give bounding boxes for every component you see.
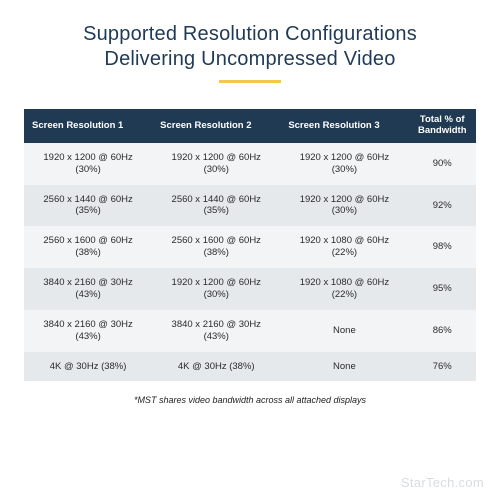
cell-bandwidth: 98% [408,226,476,268]
title-line-2: Delivering Uncompressed Video [0,47,500,72]
cell-screen1: 1920 x 1200 @ 60Hz(30%) [24,143,152,185]
col-header-bandwidth-l1: Total % of [420,114,465,125]
table-row: 2560 x 1600 @ 60Hz(38%) 2560 x 1600 @ 60… [24,226,476,268]
table-row: 2560 x 1440 @ 60Hz(35%) 2560 x 1440 @ 60… [24,185,476,227]
cell-screen2: 3840 x 2160 @ 30Hz(43%) [152,310,280,352]
resolution-table: Screen Resolution 1 Screen Resolution 2 … [24,109,476,381]
cell-bandwidth: 76% [408,352,476,382]
cell-screen1: 4K @ 30Hz (38%) [24,352,152,382]
cell-screen3: 1920 x 1200 @ 60Hz(30%) [280,185,408,227]
table-body: 1920 x 1200 @ 60Hz(30%) 1920 x 1200 @ 60… [24,143,476,382]
cell-screen2: 2560 x 1440 @ 60Hz(35%) [152,185,280,227]
cell-screen3: None [280,310,408,352]
footnote: *MST shares video bandwidth across all a… [24,395,476,405]
cell-bandwidth: 86% [408,310,476,352]
title-block: Supported Resolution Configurations Deli… [0,0,500,83]
cell-screen2: 4K @ 30Hz (38%) [152,352,280,382]
cell-screen1: 2560 x 1600 @ 60Hz(38%) [24,226,152,268]
cell-bandwidth: 95% [408,268,476,310]
title-line-1: Supported Resolution Configurations [0,22,500,47]
col-header-bandwidth-l2: Bandwidth [418,125,467,136]
brand-watermark: StarTech.com [401,475,484,490]
col-header-screen2: Screen Resolution 2 [152,109,280,143]
cell-screen3: None [280,352,408,382]
resolution-table-wrap: Screen Resolution 1 Screen Resolution 2 … [24,109,476,405]
cell-screen2: 1920 x 1200 @ 60Hz(30%) [152,268,280,310]
col-header-bandwidth: Total % of Bandwidth [408,109,476,143]
cell-screen1: 3840 x 2160 @ 30Hz(43%) [24,310,152,352]
table-header-row: Screen Resolution 1 Screen Resolution 2 … [24,109,476,143]
cell-screen1: 2560 x 1440 @ 60Hz(35%) [24,185,152,227]
cell-screen1: 3840 x 2160 @ 30Hz(43%) [24,268,152,310]
cell-bandwidth: 90% [408,143,476,185]
table-row: 3840 x 2160 @ 30Hz(43%) 3840 x 2160 @ 30… [24,310,476,352]
cell-screen3: 1920 x 1080 @ 60Hz(22%) [280,226,408,268]
col-header-screen1: Screen Resolution 1 [24,109,152,143]
cell-screen3: 1920 x 1200 @ 60Hz(30%) [280,143,408,185]
cell-screen2: 2560 x 1600 @ 60Hz(38%) [152,226,280,268]
cell-screen2: 1920 x 1200 @ 60Hz(30%) [152,143,280,185]
table-row: 4K @ 30Hz (38%) 4K @ 30Hz (38%) None 76% [24,352,476,382]
cell-screen3: 1920 x 1080 @ 60Hz(22%) [280,268,408,310]
cell-bandwidth: 92% [408,185,476,227]
col-header-screen3: Screen Resolution 3 [280,109,408,143]
table-row: 1920 x 1200 @ 60Hz(30%) 1920 x 1200 @ 60… [24,143,476,185]
title-underline [219,80,281,83]
table-row: 3840 x 2160 @ 30Hz(43%) 1920 x 1200 @ 60… [24,268,476,310]
